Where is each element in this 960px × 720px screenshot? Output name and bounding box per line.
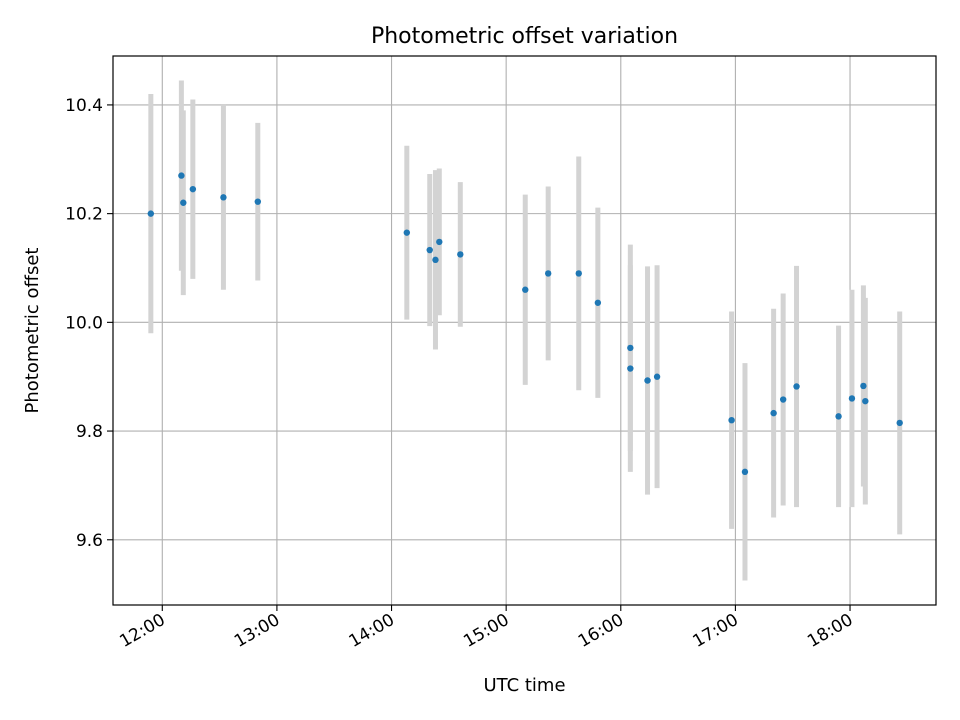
data-point	[644, 377, 651, 384]
data-point	[741, 468, 749, 476]
data-point	[728, 416, 735, 424]
data-point	[848, 395, 856, 402]
data-point	[178, 172, 185, 179]
data-point	[793, 383, 800, 390]
y-tick-label: 10.0	[65, 313, 103, 333]
plot-frame	[112, 55, 937, 606]
data-point	[594, 299, 602, 306]
data-point	[544, 270, 552, 277]
chart-title: Photometric offset variation	[371, 24, 678, 49]
y-tick-label: 10.4	[65, 96, 103, 116]
data-point	[860, 382, 867, 390]
data-point	[457, 251, 464, 258]
x-axis-label: UTC time	[483, 675, 565, 696]
data-points	[147, 172, 903, 476]
y-axis-label: Photometric offset	[22, 248, 43, 414]
data-point	[835, 413, 842, 420]
data-point	[189, 185, 197, 193]
data-point	[627, 365, 634, 372]
y-tick-label: 9.6	[76, 531, 103, 551]
data-point	[426, 246, 433, 254]
data-point	[653, 373, 661, 380]
data-point	[896, 419, 903, 427]
data-point	[403, 229, 411, 236]
data-point	[522, 286, 529, 293]
data-point	[862, 397, 869, 405]
data-point	[220, 194, 227, 201]
data-point	[180, 199, 187, 206]
y-axis-ticks: 9.6 9.8 10.0 10.2 10.4	[65, 96, 113, 551]
data-point	[254, 198, 262, 205]
data-point	[627, 344, 634, 352]
data-point	[436, 238, 443, 246]
data-point	[147, 210, 155, 217]
y-tick-label: 10.2	[65, 205, 103, 225]
data-point	[770, 409, 777, 417]
data-point	[575, 270, 582, 277]
y-tick-label: 9.8	[76, 422, 103, 442]
data-point	[779, 396, 787, 403]
data-point	[432, 256, 439, 264]
